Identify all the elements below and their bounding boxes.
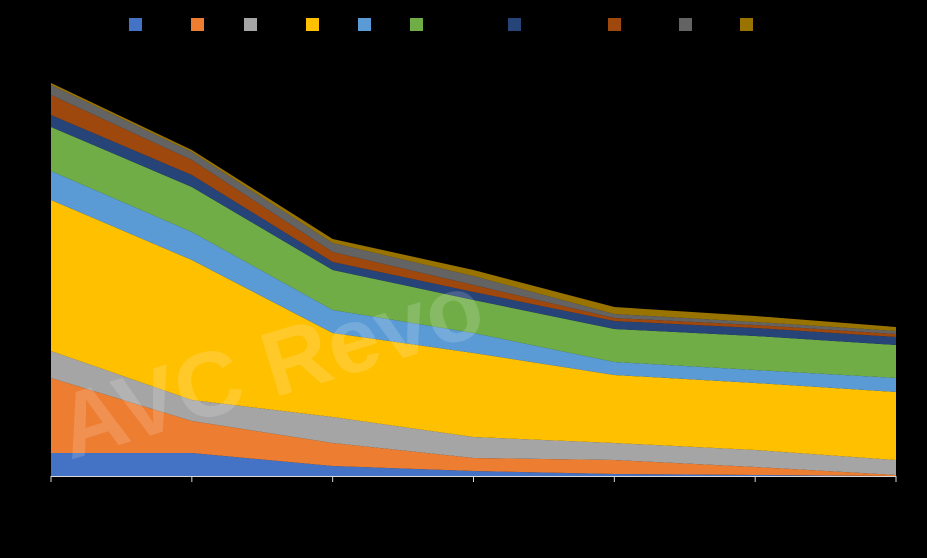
area-series-2	[51, 378, 896, 476]
legend-swatch-2	[191, 18, 204, 31]
area-series-4	[51, 200, 896, 460]
area-series-5	[51, 171, 896, 392]
legend-swatch-4	[306, 18, 319, 31]
area-series-6	[51, 127, 896, 378]
legend-swatch-10	[740, 18, 753, 31]
area-series-9	[51, 85, 896, 334]
legend-swatch-8	[608, 18, 621, 31]
legend-swatch-5	[358, 18, 371, 31]
area-series-8	[51, 95, 896, 337]
legend-swatch-3	[244, 18, 257, 31]
legend-swatch-7	[508, 18, 521, 31]
x-axis	[50, 476, 897, 482]
legend-swatch-9	[679, 18, 692, 31]
legend-swatch-1	[129, 18, 142, 31]
area-series-3	[51, 351, 896, 475]
legend-swatch-6	[410, 18, 423, 31]
area-series-7	[51, 115, 896, 345]
legend	[129, 18, 753, 31]
area-series-1	[51, 453, 896, 476]
plot-area	[51, 83, 896, 476]
